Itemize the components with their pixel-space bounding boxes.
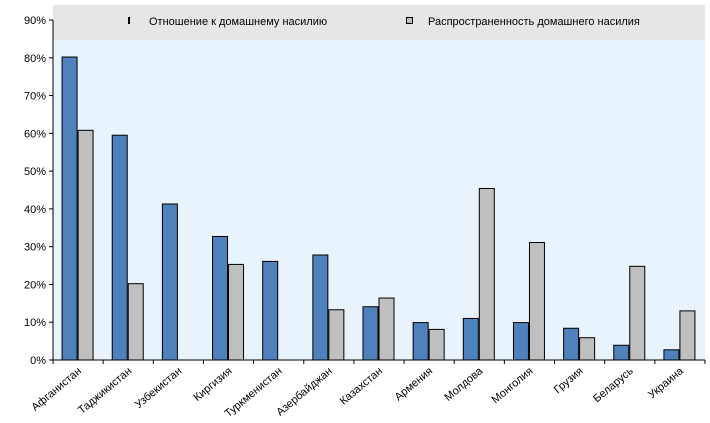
bar-prevalence — [378, 297, 395, 361]
x-tick-label: Таджикистан — [76, 365, 134, 417]
y-tick-label: 50% — [24, 166, 46, 178]
bar-attitude — [312, 254, 329, 361]
y-tick-label: 20% — [24, 279, 46, 291]
bar-prevalence — [228, 263, 245, 361]
y-tick-label: 30% — [24, 242, 46, 254]
legend: Отношение к домашнему насилию Распростра… — [128, 16, 640, 28]
x-tick-label: Беларусь — [591, 365, 636, 405]
y-tick-label: 0% — [30, 355, 46, 367]
bar-prevalence — [629, 265, 646, 361]
bar-attitude — [61, 56, 78, 361]
bar-attitude — [563, 327, 580, 361]
y-tick-label: 40% — [24, 204, 46, 216]
bar-prevalence — [77, 129, 94, 361]
bar-attitude — [262, 260, 279, 361]
y-tick-label: 90% — [24, 15, 46, 27]
y-tick-label: 10% — [24, 317, 46, 329]
bar-attitude — [412, 322, 429, 361]
bar-attitude — [111, 134, 128, 361]
bar-attitude — [212, 235, 229, 361]
x-tick-label: Казахстан — [338, 365, 385, 407]
bar-attitude — [663, 349, 680, 361]
bar-attitude — [362, 306, 379, 361]
legend-label: Отношение к домашнему насилию — [149, 16, 327, 28]
x-tick-label: Армения — [393, 365, 435, 403]
y-tick-label: 70% — [24, 91, 46, 103]
bar-prevalence — [127, 283, 144, 361]
bar-attitude — [613, 344, 630, 361]
y-axis: 0% 10% 20% 30% 40% 50% 60% 70% 80% 90% — [24, 15, 54, 367]
bar-attitude — [161, 203, 178, 361]
x-tick-label: Узбекистан — [133, 365, 184, 411]
bar-attitude — [462, 317, 479, 361]
bar-attitude — [512, 322, 529, 361]
bar-prevalence — [679, 310, 696, 361]
bar-prevalence — [428, 328, 445, 361]
legend-label: Распространенность домашнего насилия — [428, 16, 640, 28]
bar-prevalence — [478, 187, 495, 361]
x-tick-label: Монголия — [490, 365, 536, 406]
bar-prevalence — [528, 242, 545, 361]
x-tick-label: Украина — [646, 365, 686, 402]
x-tick-label: Молдова — [442, 365, 486, 404]
legend-band — [53, 5, 705, 40]
y-tick-label: 60% — [24, 128, 46, 140]
x-tick-label: Грузия — [552, 365, 586, 396]
bar-prevalence — [328, 309, 345, 361]
bar-prevalence — [579, 337, 596, 361]
legend-swatch — [128, 17, 130, 24]
y-tick-label: 80% — [24, 53, 46, 65]
legend-swatch — [406, 17, 413, 24]
x-tick-label: Киргизия — [192, 365, 235, 404]
